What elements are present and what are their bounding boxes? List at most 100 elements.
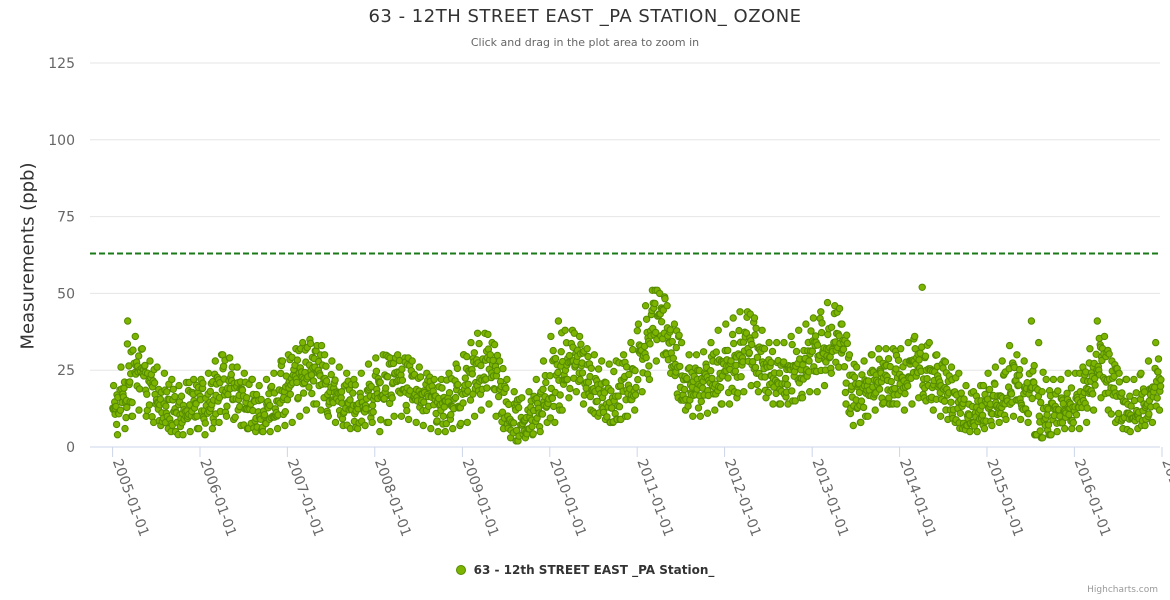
data-point[interactable] [128,412,137,420]
data-point[interactable] [546,414,554,422]
data-point[interactable] [894,356,903,364]
data-point[interactable] [454,380,462,389]
data-point[interactable] [904,382,912,390]
data-point[interactable] [1153,394,1161,402]
data-point[interactable] [765,338,773,347]
data-point[interactable] [288,418,296,427]
data-point[interactable] [441,427,449,436]
data-point[interactable] [900,406,909,414]
data-point[interactable] [908,400,916,408]
data-point[interactable] [364,360,373,368]
data-point[interactable] [1140,388,1149,396]
data-point[interactable] [642,315,651,323]
data-point[interactable] [416,373,425,381]
data-point[interactable] [936,412,945,420]
data-point[interactable] [590,351,598,359]
data-point[interactable] [442,419,450,428]
data-point[interactable] [805,357,813,365]
data-point[interactable] [742,329,751,337]
data-point[interactable] [388,394,396,402]
data-point[interactable] [615,403,624,411]
data-point[interactable] [554,368,562,377]
data-point[interactable] [459,399,467,407]
data-point[interactable] [973,427,981,436]
data-point[interactable] [145,401,154,409]
data-point[interactable] [707,367,715,375]
data-point[interactable] [260,411,269,419]
data-point[interactable] [470,349,478,357]
data-point[interactable] [128,398,136,407]
data-point[interactable] [179,431,187,439]
data-point[interactable] [415,363,423,371]
data-point[interactable] [979,381,988,390]
data-point[interactable] [226,354,234,362]
data-point[interactable] [153,363,161,371]
data-point[interactable] [1054,387,1062,395]
data-point[interactable] [842,379,850,387]
data-point[interactable] [195,424,203,433]
data-point[interactable] [641,302,650,310]
data-point[interactable] [680,385,689,394]
data-point[interactable] [445,389,454,397]
data-point[interactable] [857,397,866,405]
data-point[interactable] [792,347,801,356]
data-point[interactable] [725,400,734,408]
data-point[interactable] [384,373,392,381]
data-point[interactable] [724,374,732,382]
data-point[interactable] [281,408,289,416]
data-point[interactable] [1114,409,1123,418]
data-point[interactable] [633,327,641,335]
data-point[interactable] [499,364,507,373]
data-point[interactable] [1148,418,1157,427]
data-point[interactable] [451,393,460,402]
data-point[interactable] [652,328,660,337]
data-point[interactable] [293,356,302,364]
data-point[interactable] [510,388,518,396]
data-point[interactable] [960,395,968,403]
data-point[interactable] [331,418,340,427]
data-point[interactable] [663,302,671,310]
data-point[interactable] [1020,357,1028,365]
data-point[interactable] [657,318,666,326]
data-point[interactable] [811,332,820,340]
data-point[interactable] [947,363,956,371]
data-point[interactable] [1038,388,1046,396]
data-point[interactable] [677,338,686,347]
data-point[interactable] [420,398,428,406]
data-point[interactable] [600,389,609,397]
data-point[interactable] [768,347,777,356]
data-point[interactable] [1005,341,1014,350]
data-point[interactable] [1072,411,1081,419]
data-point[interactable] [956,409,964,417]
data-point[interactable] [566,384,574,393]
data-point[interactable] [419,421,427,430]
data-point[interactable] [692,351,701,359]
data-point[interactable] [670,320,679,328]
data-point[interactable] [1036,427,1044,435]
data-point[interactable] [845,351,854,359]
data-point[interactable] [1039,368,1047,376]
data-point[interactable] [728,330,737,339]
data-point[interactable] [851,373,859,381]
data-point[interactable] [129,346,137,354]
data-point[interactable] [324,412,332,420]
data-point[interactable] [798,394,807,402]
data-point[interactable] [823,298,832,307]
data-point[interactable] [1015,365,1024,374]
data-point[interactable] [1091,381,1099,389]
data-point[interactable] [549,346,557,355]
data-point[interactable] [745,349,753,357]
data-point[interactable] [760,345,769,353]
data-point[interactable] [376,427,384,436]
data-point[interactable] [843,331,851,339]
data-point[interactable] [703,409,712,417]
data-point[interactable] [538,410,547,418]
data-point[interactable] [554,317,563,325]
data-point[interactable] [1016,415,1025,424]
data-point[interactable] [1043,411,1051,419]
data-point[interactable] [884,355,893,363]
data-point[interactable] [483,384,491,392]
data-point[interactable] [208,424,217,433]
data-point[interactable] [1093,317,1102,325]
data-point[interactable] [904,338,912,347]
